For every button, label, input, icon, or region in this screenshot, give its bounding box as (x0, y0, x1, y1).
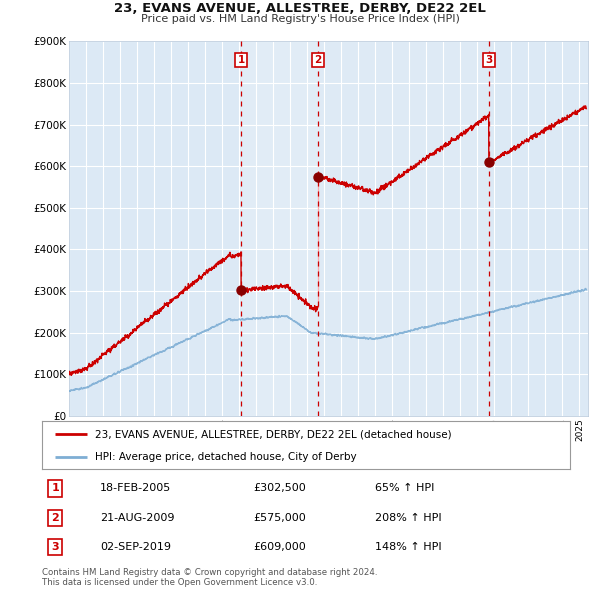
Text: 2: 2 (314, 55, 322, 65)
Text: 148% ↑ HPI: 148% ↑ HPI (374, 542, 441, 552)
Text: 2: 2 (52, 513, 59, 523)
Text: 1: 1 (238, 55, 245, 65)
Bar (318, 41, 489, 416)
Text: 18-FEB-2005: 18-FEB-2005 (100, 483, 172, 493)
Text: 3: 3 (485, 55, 493, 65)
Text: HPI: Average price, detached house, City of Derby: HPI: Average price, detached house, City… (95, 452, 356, 462)
Text: £302,500: £302,500 (253, 483, 306, 493)
Bar (241, 41, 318, 416)
Text: 1: 1 (52, 483, 59, 493)
Text: 02-SEP-2019: 02-SEP-2019 (100, 542, 171, 552)
Text: 208% ↑ HPI: 208% ↑ HPI (374, 513, 441, 523)
Text: 3: 3 (52, 542, 59, 552)
Text: 23, EVANS AVENUE, ALLESTREE, DERBY, DE22 2EL: 23, EVANS AVENUE, ALLESTREE, DERBY, DE22… (114, 2, 486, 15)
Text: 23, EVANS AVENUE, ALLESTREE, DERBY, DE22 2EL (detached house): 23, EVANS AVENUE, ALLESTREE, DERBY, DE22… (95, 429, 451, 439)
Text: £575,000: £575,000 (253, 513, 306, 523)
Text: £609,000: £609,000 (253, 542, 306, 552)
Text: Price paid vs. HM Land Registry's House Price Index (HPI): Price paid vs. HM Land Registry's House … (140, 14, 460, 24)
Text: 65% ↑ HPI: 65% ↑ HPI (374, 483, 434, 493)
Text: Contains HM Land Registry data © Crown copyright and database right 2024.: Contains HM Land Registry data © Crown c… (42, 568, 377, 576)
Text: 21-AUG-2009: 21-AUG-2009 (100, 513, 175, 523)
Text: This data is licensed under the Open Government Licence v3.0.: This data is licensed under the Open Gov… (42, 578, 317, 587)
